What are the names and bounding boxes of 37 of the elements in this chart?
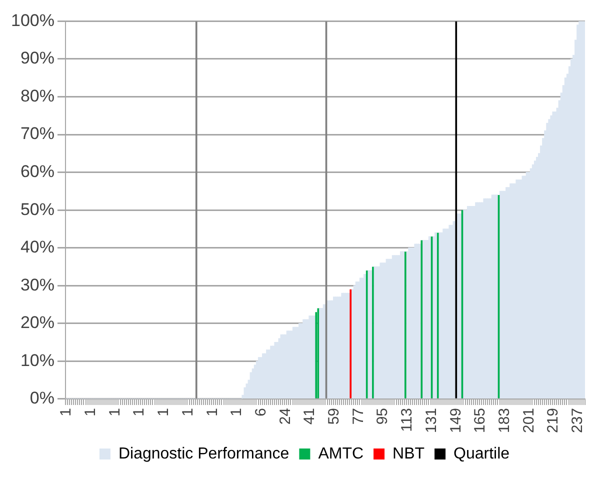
y-tick-label: 60%	[20, 162, 54, 181]
x-tick-label: 149	[447, 408, 464, 434]
y-tick-label: 10%	[20, 350, 54, 370]
y-tick-label: 90%	[20, 48, 54, 68]
x-tick-label: 131	[422, 408, 440, 434]
x-tick-label: 1	[204, 408, 221, 416]
legend-label: AMTC	[318, 445, 364, 462]
legend-label: Diagnostic Performance	[118, 445, 290, 462]
x-tick-label: 1	[130, 408, 148, 416]
x-tick-label: 6	[252, 408, 270, 416]
legend-label: NBT	[392, 445, 425, 462]
y-tick-label: 80%	[20, 86, 54, 106]
x-tick-label: 1	[179, 408, 196, 416]
x-tick-label: 201	[520, 408, 538, 434]
x-tick-label: 41	[301, 408, 318, 425]
x-tick-label: 183	[496, 408, 513, 434]
x-tick-label: 1	[106, 408, 124, 416]
y-tick-label: 30%	[20, 275, 54, 294]
x-tick-label: 165	[472, 408, 489, 434]
y-tick-label: 40%	[20, 238, 54, 257]
x-tick-label: 59	[326, 408, 343, 425]
x-tick-label: 95	[374, 408, 392, 425]
x-tick-label: 1	[155, 408, 172, 416]
y-tick-label: 100%	[10, 10, 54, 30]
x-tick-label: 237	[569, 408, 586, 434]
x-tick-label: 113	[398, 408, 416, 432]
legend-label: Quartile	[454, 445, 510, 462]
x-tick-label: 219	[544, 408, 562, 434]
y-tick-label: 20%	[20, 313, 54, 332]
y-tick-label: 70%	[20, 124, 54, 144]
x-tick-label: 1	[58, 408, 75, 416]
x-tick-label: 24	[276, 408, 294, 425]
x-tick-label: 1	[228, 408, 246, 416]
y-tick-label: 50%	[20, 200, 54, 219]
x-tick-label: 1	[82, 408, 99, 416]
y-tick-label: 0%	[30, 388, 54, 408]
x-tick-label: 77	[350, 408, 367, 425]
